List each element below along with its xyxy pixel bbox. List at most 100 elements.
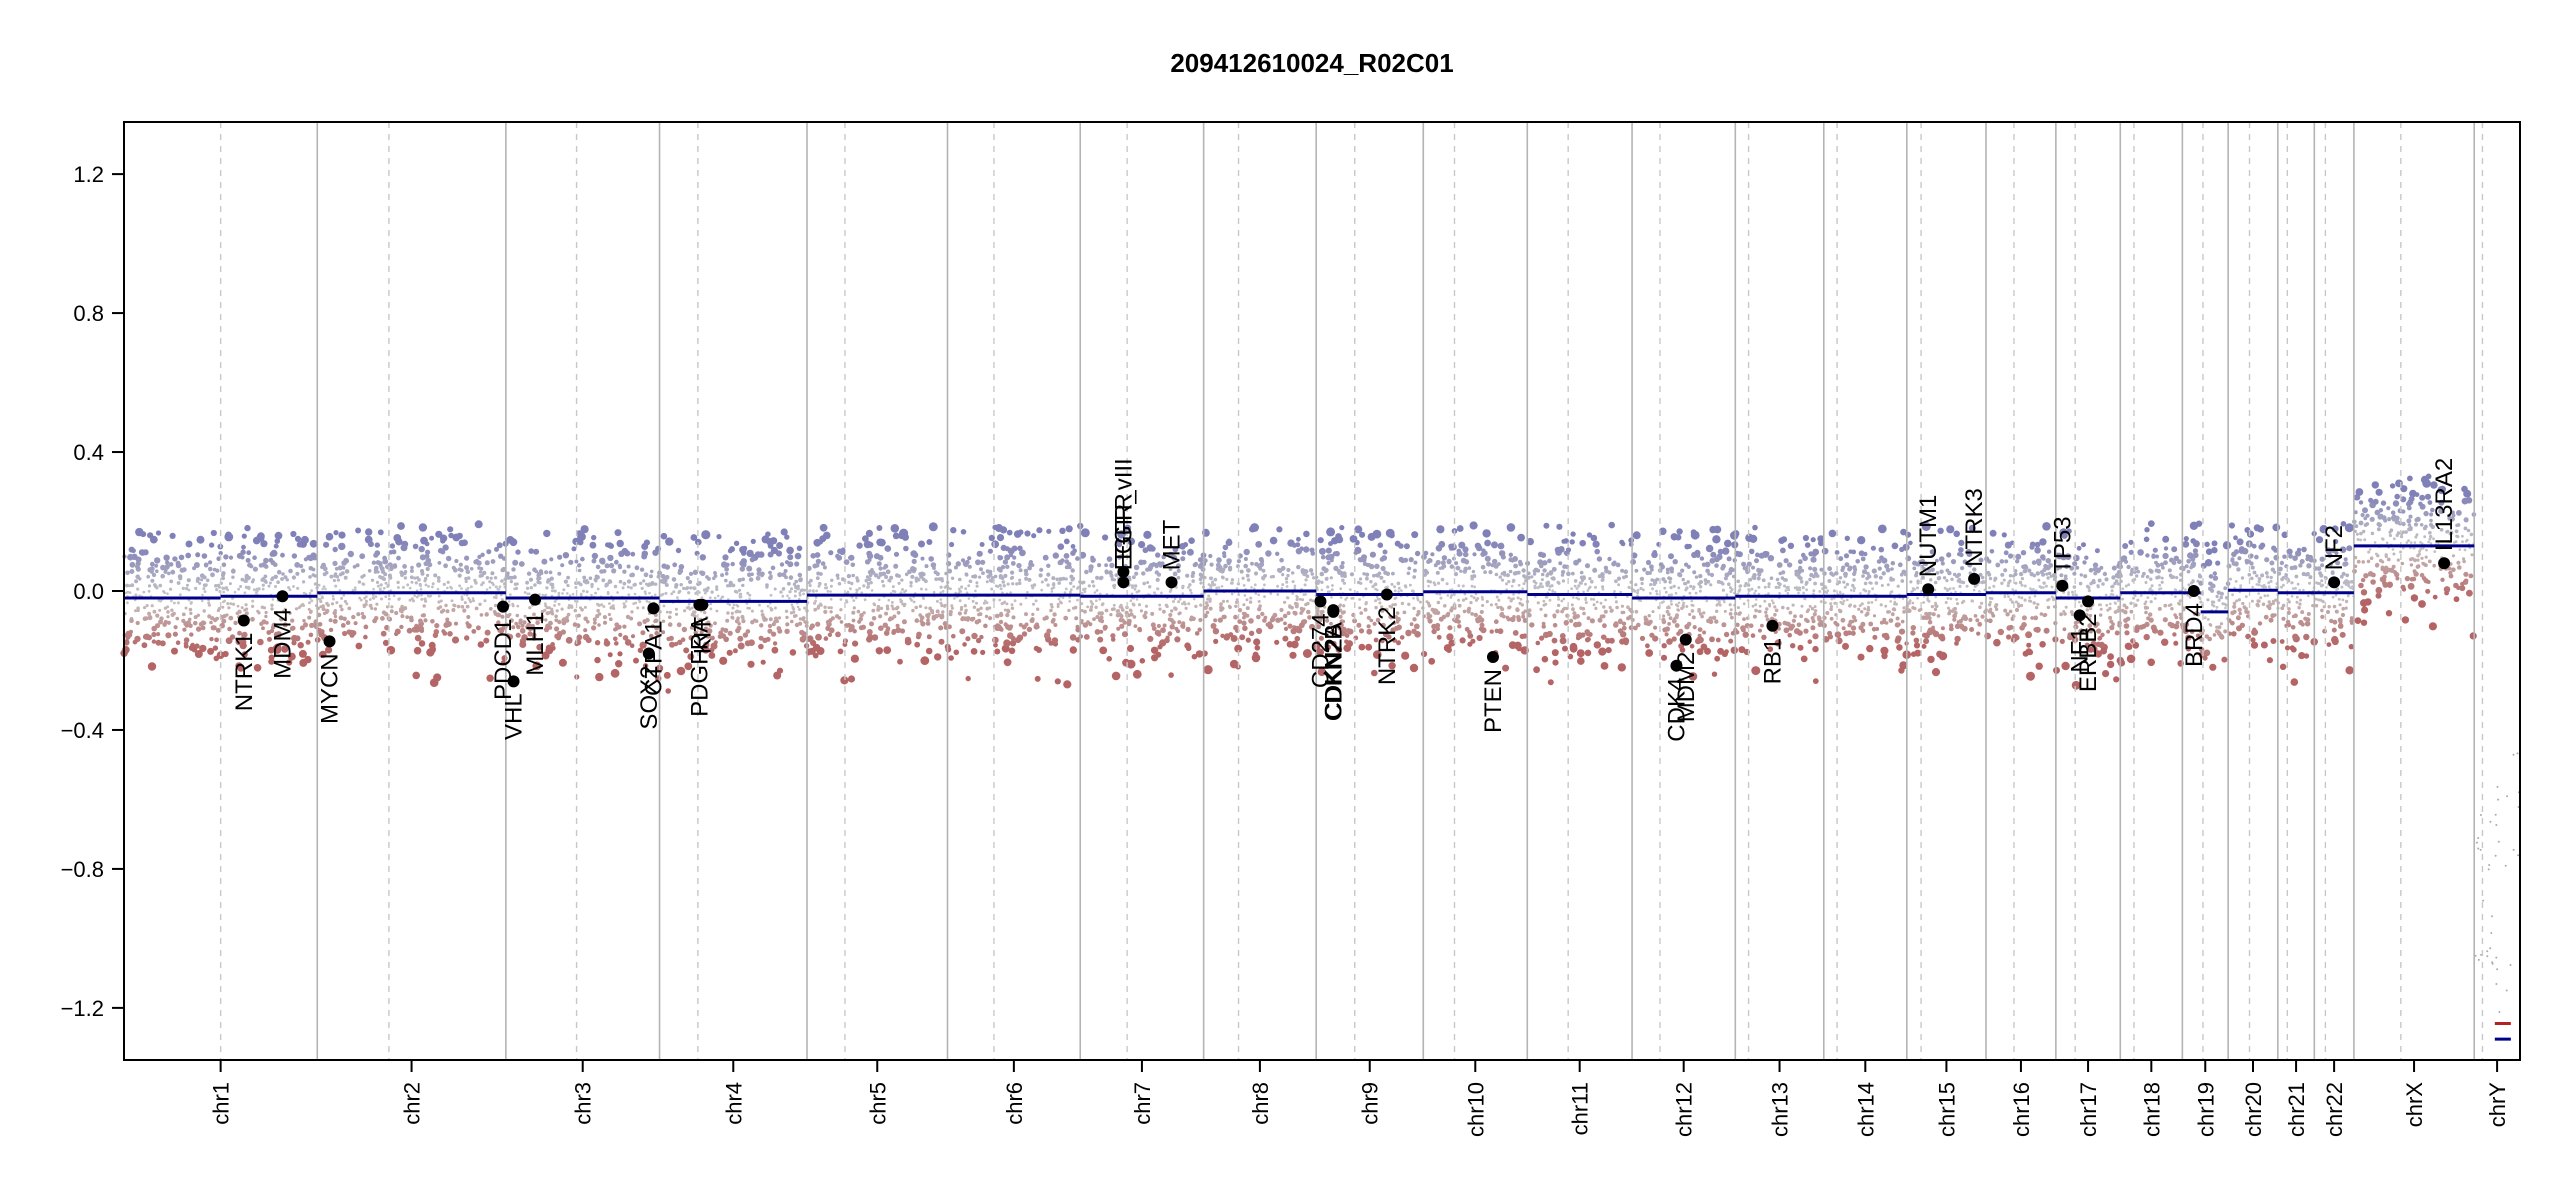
probe-point (445, 620, 450, 624)
probe-point (1559, 637, 1567, 645)
probe-point (940, 603, 944, 608)
probe-point (418, 523, 428, 532)
probe-point (1073, 605, 1078, 610)
probe-point (1519, 597, 1523, 601)
probe-point (409, 575, 414, 580)
probe-point (1883, 632, 1890, 639)
probe-point (978, 612, 983, 617)
probe-point (616, 591, 619, 594)
probe-point (1628, 625, 1634, 631)
probe-point (850, 581, 854, 586)
probe-point (752, 618, 757, 623)
probe-point (1590, 579, 1594, 584)
probe-point (208, 560, 213, 565)
probe-point (1459, 637, 1466, 644)
probe-point (477, 641, 485, 648)
probe-point (1461, 584, 1465, 588)
probe-point (642, 619, 647, 625)
probe-point (681, 626, 688, 633)
probe-point (1416, 609, 1421, 614)
probe-point (1881, 652, 1888, 660)
probe-point (566, 592, 569, 595)
probe-point (1842, 599, 1846, 603)
probe-point (865, 529, 874, 538)
probe-point (545, 586, 549, 590)
probe-point (1954, 623, 1961, 630)
probe-point (993, 574, 998, 579)
probe-point (549, 582, 553, 586)
probe-point (192, 566, 197, 571)
probe-point (1310, 572, 1315, 576)
probe-point (518, 618, 523, 623)
probe-point (1213, 618, 1218, 623)
probe-point (1560, 569, 1566, 575)
probe-point (2014, 607, 2020, 613)
probe-point (1488, 570, 1493, 575)
probe-point (1205, 610, 1210, 615)
probe-point (965, 636, 971, 642)
probe-point (1597, 574, 1602, 579)
probe-point (1241, 620, 1247, 626)
probe-point (1810, 537, 1816, 543)
probe-point (1853, 570, 1857, 574)
probe-point (469, 585, 473, 589)
probe-point (451, 636, 460, 644)
probe-point (1796, 622, 1802, 628)
probe-point (1131, 585, 1134, 589)
probe-point (1600, 578, 1604, 582)
probe-point (863, 598, 867, 602)
probe-point (597, 612, 602, 616)
probe-point (1556, 603, 1561, 608)
probe-point (1303, 530, 1310, 538)
probe-point (1296, 564, 1301, 570)
probe-point (342, 616, 347, 621)
probe-point (888, 616, 893, 620)
probe-point (583, 628, 588, 633)
probe-point (914, 605, 918, 610)
probe-point (709, 602, 713, 606)
probe-point (359, 553, 366, 560)
probe-point (1852, 615, 1857, 620)
probe-point (1400, 601, 1405, 606)
probe-point (1021, 631, 1028, 637)
probe-point (1026, 590, 1029, 594)
probe-point (595, 672, 604, 682)
probe-point (1878, 575, 1883, 580)
probe-point (1074, 616, 1079, 621)
probe-point (322, 585, 326, 589)
probe-point (414, 581, 418, 585)
probe-point (380, 575, 385, 580)
probe-point (1874, 581, 1879, 585)
probe-point (1778, 537, 1785, 544)
probe-point (2036, 602, 2040, 606)
probe-point (1245, 613, 1250, 618)
probe-point (1206, 597, 1210, 601)
probe-point (1672, 584, 1676, 588)
probe-point (1703, 578, 1708, 583)
probe-point (450, 599, 454, 603)
probe-point (1933, 607, 1938, 612)
probe-point (1773, 613, 1777, 617)
probe-point (320, 595, 324, 599)
probe-point (493, 603, 498, 608)
probe-point (1805, 609, 1809, 614)
probe-point (317, 622, 323, 627)
probe-point (1956, 620, 1961, 624)
probe-point (1227, 604, 1232, 609)
probe-point (597, 623, 601, 627)
probe-point (541, 651, 550, 660)
probe-point (1580, 578, 1585, 582)
probe-point (1847, 565, 1853, 571)
probe-point (901, 588, 904, 591)
probe-point (885, 627, 890, 633)
probe-point (1208, 553, 1213, 559)
probe-point (1178, 597, 1182, 601)
probe-point (1188, 537, 1195, 544)
probe-point (406, 627, 413, 634)
probe-point (2031, 560, 2037, 565)
probe-point (740, 614, 745, 619)
probe-point (855, 596, 858, 600)
probe-point (141, 642, 148, 649)
probe-point (493, 611, 498, 616)
probe-point (723, 628, 729, 633)
